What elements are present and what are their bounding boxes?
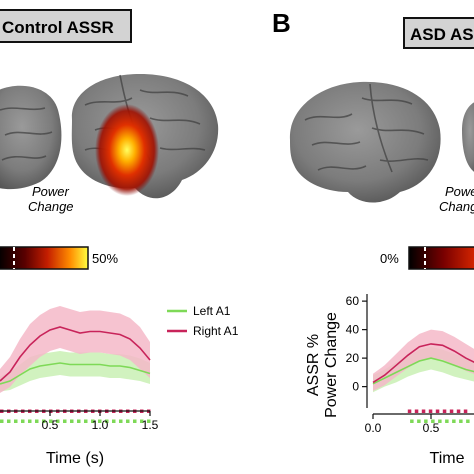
significance-dot <box>456 409 461 413</box>
significance-dot <box>98 419 102 423</box>
panel-a-title-box <box>0 9 132 43</box>
significance-dot <box>91 419 95 423</box>
y-tick-label: 60 <box>346 294 360 308</box>
significance-dot <box>421 409 426 413</box>
brain-left-hemisphere-b <box>289 81 441 203</box>
x-tick-label: 1.0 <box>92 418 109 432</box>
plot-b-ylabel-line2: Power Change <box>323 312 340 418</box>
panel-b-title-box <box>403 17 474 49</box>
y-tick-label: 40 <box>346 323 360 337</box>
significance-dot <box>445 419 449 423</box>
x-tick-label: 0.5 <box>423 421 440 435</box>
significance-dot <box>407 409 412 413</box>
legend-a-right-a1-label: Right A1 <box>193 324 239 338</box>
significance-dot <box>466 419 470 423</box>
legend-a: Left A1 Right A1 <box>167 304 239 338</box>
activation-blob-right-a1 <box>95 104 159 196</box>
significance-dot <box>424 419 428 423</box>
significance-dot <box>147 419 151 423</box>
significance-dot <box>119 419 123 423</box>
x-tick-label: 0.0 <box>365 421 382 435</box>
brain-right-hemisphere-b <box>462 102 474 172</box>
significance-dot <box>126 419 130 423</box>
panel-b-title: ASD ASSR <box>410 25 474 44</box>
colorbar-a-max-label: 50% <box>92 251 118 266</box>
significance-dot <box>133 419 137 423</box>
brain-left-hemisphere-a <box>0 85 62 190</box>
colorbar-b-title-line1: Power <box>445 184 474 199</box>
error-band-right-a1 <box>373 329 474 391</box>
series-line-right-a1 <box>0 326 151 382</box>
significance-dot <box>49 419 53 423</box>
significance-dot <box>428 409 433 413</box>
significance-dot <box>70 419 74 423</box>
line-plot-a: 0.5 1.0 1.5 Time (s) <box>0 306 159 467</box>
significance-dot <box>438 419 442 423</box>
panel-b-letter: B <box>272 8 291 38</box>
significance-dot <box>21 419 25 423</box>
colorbar-a-title-line2: Change <box>28 199 74 214</box>
significance-dot <box>414 409 419 413</box>
brain-right-hemisphere-a <box>71 74 219 199</box>
colorbar-b-title-line2: Change <box>439 199 474 214</box>
significance-dot <box>77 419 81 423</box>
series-line-right-a1 <box>372 343 474 384</box>
significance-dot <box>14 419 18 423</box>
significance-dot <box>28 419 32 423</box>
significance-dot <box>105 419 109 423</box>
series-line-left-a1 <box>372 357 474 385</box>
significance-dot <box>56 419 60 423</box>
plot-b-ylabel-line1: ASSR % <box>305 334 322 396</box>
error-band-right-a1 <box>0 306 150 393</box>
legend-a-left-a1-label: Left A1 <box>193 304 231 318</box>
significance-dot <box>35 419 39 423</box>
colorbar-a <box>0 246 89 270</box>
x-axis-title: Time <box>430 450 465 467</box>
series-line-left-a1 <box>0 362 151 385</box>
significance-dot <box>417 419 421 423</box>
panel-b: B ASD ASSR Power Change 0% ASSR % Power … <box>272 8 474 467</box>
significance-dot <box>463 409 468 413</box>
significance-dot <box>459 419 463 423</box>
significance-dot <box>84 419 88 423</box>
significance-dot <box>410 419 414 423</box>
significance-dot <box>435 409 440 413</box>
x-tick-label: 0.5 <box>42 418 59 432</box>
significance-dot <box>442 409 447 413</box>
y-tick-label: 0 <box>352 380 359 394</box>
error-band-left-a1 <box>0 351 150 392</box>
colorbar-b-min-label: 0% <box>380 251 399 266</box>
significance-dot <box>449 409 454 413</box>
significance-dot <box>0 419 4 423</box>
significance-dot <box>63 419 67 423</box>
panel-a: Control ASSR Power Change 50% 0.5 1.0 1.5 T… <box>0 9 239 467</box>
significance-dot <box>7 419 11 423</box>
colorbar-a-title-line1: Power <box>32 184 70 199</box>
significance-dot <box>112 419 116 423</box>
significance-dot <box>431 419 435 423</box>
significance-dot <box>452 419 456 423</box>
x-axis-title: Time (s) <box>46 450 104 467</box>
significance-dot <box>42 419 46 423</box>
y-tick-label: 20 <box>346 351 360 365</box>
x-tick-label: 1.5 <box>142 418 159 432</box>
colorbar-b <box>408 246 474 270</box>
line-plot-b: 0.0 0.5 Time 0 20 40 60 <box>346 294 474 467</box>
significance-dot <box>140 419 144 423</box>
panel-a-title: Control ASSR <box>2 18 114 37</box>
